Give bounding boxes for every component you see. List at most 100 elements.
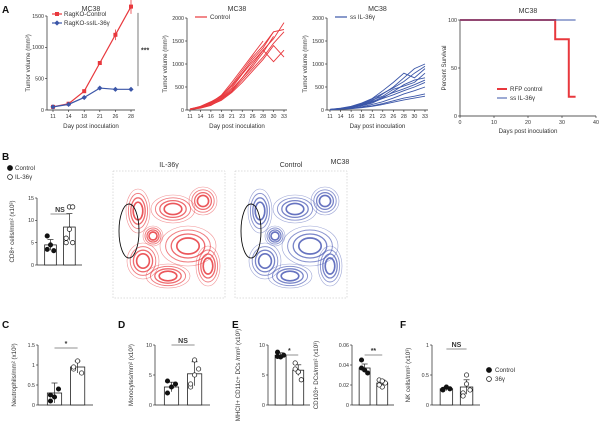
e2-data-point [358,365,365,371]
a2-y-tick-label: 0 [181,108,184,114]
b2-gate-ellipse [118,203,140,259]
panel-letter-a: A [2,5,9,16]
b-legend-marker-control [7,165,13,171]
b2-contour-line [254,249,276,273]
a3-series-line [329,95,426,111]
b2-contour-line [264,225,286,247]
b2-contour-line [154,197,192,221]
a1-y-tick-label: 0 [41,108,44,114]
f-y-tick-label: 0.5 [422,373,429,379]
a2-series-line [189,31,285,110]
d-data-point [164,390,171,396]
a1-y-tick-label: 500 [35,76,44,82]
c-y-tick-label: 1.5 [28,343,35,349]
a4-x-tick-label: 20 [525,120,531,126]
a1-x-tick-label: 21 [97,114,103,120]
a3-x-tick-label: 14 [338,114,344,120]
f-legend-marker-il36 [486,376,492,382]
a2-series-line [189,29,285,110]
c-y-tick-label: 0 [32,403,35,409]
a4-x-tick-label: 0 [459,120,462,126]
e2-y-tick-label: 0 [346,403,349,409]
a2-y-tick-label: 2000 [172,16,184,22]
b1-data-point [70,204,76,210]
e2-data-point [365,370,371,376]
a2-x-tick-label: 26 [250,114,256,120]
b2-contour-line [287,229,333,263]
a3-y-tick-label: 500 [315,85,324,91]
b2-contour-line [310,186,340,216]
a4-ylabel: Percent Survival [441,45,448,90]
f-y-tick-label: 1 [426,343,429,349]
a2-x-tick-label: 11 [187,114,193,120]
c-data-point [75,358,81,364]
a1-point [97,61,102,65]
e2-data-point [376,382,382,388]
a4-y-tick-label: 0 [454,114,457,120]
a4-legend-label: RFP control [510,86,543,93]
b2-contour-line [125,188,151,234]
b-legend-label-control: Control [15,165,35,172]
b2-contour-line [130,197,146,225]
a2-y-tick-label: 1500 [172,39,184,45]
b2-gate-ellipse [240,203,262,259]
e2-y-tick-label: 0.04 [339,363,349,369]
b1-ylabel: CD8+ cells/mm² (x10³) [9,200,16,262]
a1-annotation: *** [141,48,149,55]
a1-x-tick-label: 26 [112,114,118,120]
e1-data-point [298,377,304,383]
a4-xlabel: Days post inoculation [499,128,558,135]
b2-contour-line [191,189,215,213]
a1-y-tick-label: 1000 [32,45,44,51]
b2-contour-line [197,249,219,283]
a3-x-tick-label: 26 [390,114,396,120]
a1-point [128,86,134,92]
f-data-point [464,372,470,378]
b1-data-point [63,235,69,241]
d-data-point [192,357,198,363]
b2-contour-line [149,265,187,287]
c-data-point [47,392,54,398]
b2-contour-line [267,263,313,289]
d-data-point [164,378,171,384]
a1-ylabel: Tumor volume (mm³) [25,34,32,92]
a2-ylabel: Tumor volume (mm³) [162,35,169,93]
c-data-point [47,398,54,404]
panel-letter-e: E [232,320,239,331]
b1-data-point [44,246,50,252]
b2-contour-line [319,249,341,283]
c-data-point [71,364,77,370]
d-y-tick-label: 0 [149,403,152,409]
b1-data-point [70,240,76,246]
a3-x-tick-label: 11 [327,114,333,120]
a3-series-line [329,65,426,110]
b2-contour-line [315,191,335,211]
a3-y-tick-label: 2000 [312,16,324,22]
a3-xlabel: Day post inoculation [350,123,406,130]
f-data-point [467,387,473,393]
b1-y-tick-label: 15 [28,196,34,202]
b2-contour-line [165,229,211,263]
b2-contour-line [126,242,160,280]
d-ylabel: Monocytes/mm² (x10³) [128,344,135,406]
a1-point [81,94,87,101]
b2-contour-line [163,202,183,216]
f-data-point [460,393,466,399]
a1-xlabel: Day post inoculation [63,123,119,130]
b1-data-point [44,233,50,239]
d-data-point [188,381,194,387]
e1-y-tick-label: 10 [259,343,265,349]
a1-x-tick-label: 28 [128,114,134,120]
b1-data-point [47,242,54,248]
panel-letter-b: B [2,152,9,163]
b2-contour-line [159,199,187,219]
b1-data-point [63,240,69,246]
b2-contour-line [175,237,201,255]
b1-y-tick-label: 10 [28,218,34,224]
f-legend-label-control: Control [495,367,515,374]
a1-point [112,86,118,92]
b2-contour-line [280,270,300,282]
a2-y-tick-label: 1000 [172,62,184,68]
f-data-point [440,386,446,392]
